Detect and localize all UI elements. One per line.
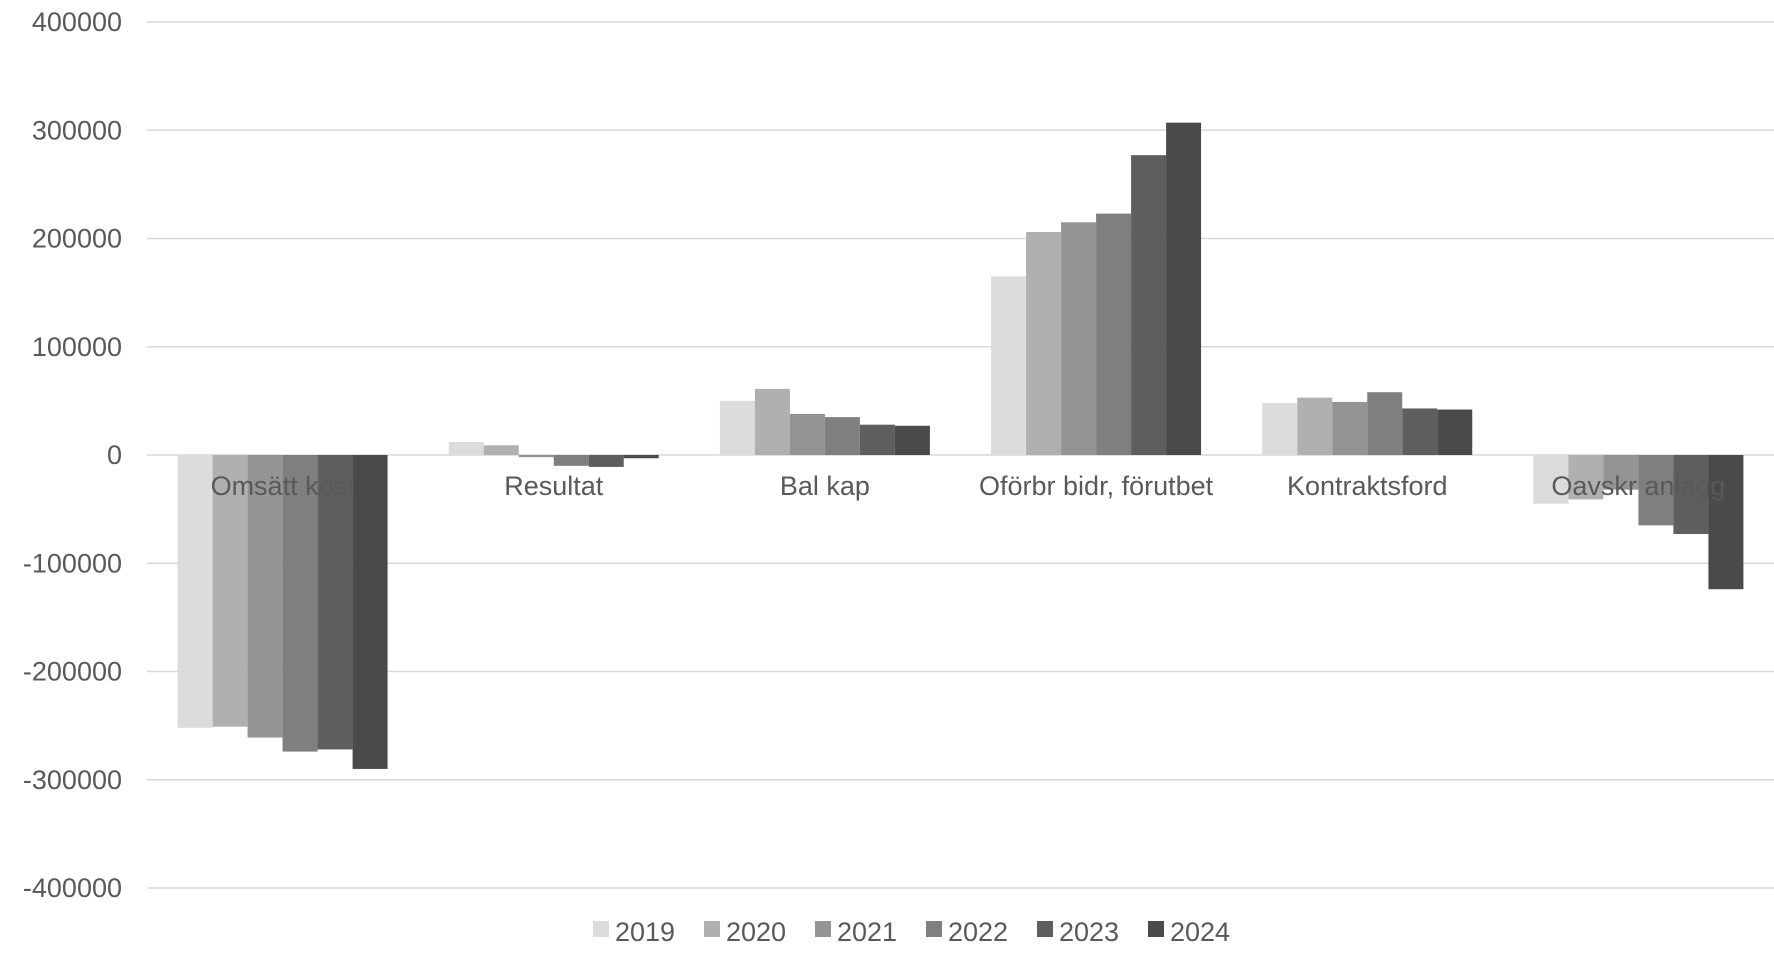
y-tick-label: 400000 [32, 7, 122, 37]
bar-2021 [518, 455, 554, 458]
gridlines [147, 21, 1774, 889]
category-label: Oförbr bidr, förutbet [979, 471, 1214, 501]
legend-label: 2020 [726, 917, 786, 947]
bar-2023 [1673, 455, 1709, 535]
bar-2021 [1061, 222, 1097, 455]
legend-swatch [1037, 921, 1053, 937]
y-tick-label: -200000 [23, 657, 122, 687]
bar-2020 [483, 445, 519, 455]
bar-2024 [1708, 455, 1744, 590]
category-labels: Omsätt kost Resultat Bal kap Oförbr bidr, f… [211, 471, 1726, 501]
bar-2021 [247, 455, 283, 738]
bar-2020 [754, 388, 790, 455]
legend-label: 2023 [1059, 917, 1119, 947]
bar-2019 [448, 442, 484, 455]
bar-2023 [317, 455, 353, 750]
bar-2022 [1096, 213, 1132, 455]
bar-2020 [1026, 232, 1062, 455]
legend-label: 2019 [615, 917, 675, 947]
legend-swatch [1148, 921, 1164, 937]
category-label: Bal kap [780, 471, 870, 501]
bar-2022 [553, 455, 589, 466]
y-tick-label: 200000 [32, 224, 122, 254]
bar-2021 [789, 413, 825, 455]
legend: 2019 2020 2021 2022 2023 2024 [593, 917, 1230, 947]
y-tick-label: -100000 [23, 548, 122, 578]
bar-2023 [1131, 155, 1167, 455]
legend-swatch [593, 921, 609, 937]
legend-swatch [815, 921, 831, 937]
bar-2019 [1262, 403, 1298, 455]
bar-2020 [1297, 397, 1333, 455]
category-label: Omsätt kost [211, 471, 356, 501]
legend-label: 2021 [837, 917, 897, 947]
category-label: Oavskr anlägg [1551, 471, 1725, 501]
category-label: Kontraktsford [1287, 471, 1448, 501]
bar-2020 [212, 455, 248, 727]
y-tick-label: 0 [107, 440, 122, 470]
bar-2024 [623, 455, 659, 459]
category-label: Resultat [504, 471, 604, 501]
bar-2023 [1402, 408, 1438, 455]
legend-swatch [926, 921, 942, 937]
bar-2022 [1638, 455, 1674, 526]
y-axis-ticks: 400000 300000 200000 100000 0 -100000 -200000 -… [23, 7, 122, 903]
y-tick-label: -300000 [23, 765, 122, 795]
bars [177, 122, 1744, 769]
bar-2022 [1367, 392, 1403, 455]
y-tick-label: -400000 [23, 873, 122, 903]
bar-2021 [1603, 455, 1639, 490]
legend-label: 2022 [948, 917, 1008, 947]
bar-2019 [719, 400, 755, 455]
bar-2023 [588, 455, 624, 467]
bar-2024 [1437, 409, 1473, 455]
bar-2022 [282, 455, 318, 752]
legend-label: 2024 [1170, 917, 1230, 947]
bar-2021 [1332, 401, 1368, 455]
bar-2020 [1568, 455, 1604, 500]
bar-2023 [859, 424, 895, 455]
legend-swatch [704, 921, 720, 937]
bar-2019 [1533, 455, 1569, 504]
bar-2024 [894, 425, 930, 455]
bar-2022 [824, 417, 860, 455]
bar-2024 [352, 455, 388, 769]
bar-2024 [1166, 122, 1202, 456]
bar-2019 [991, 276, 1027, 455]
y-tick-label: 100000 [32, 332, 122, 362]
y-tick-label: 300000 [32, 115, 122, 145]
bar-2019 [177, 455, 213, 728]
